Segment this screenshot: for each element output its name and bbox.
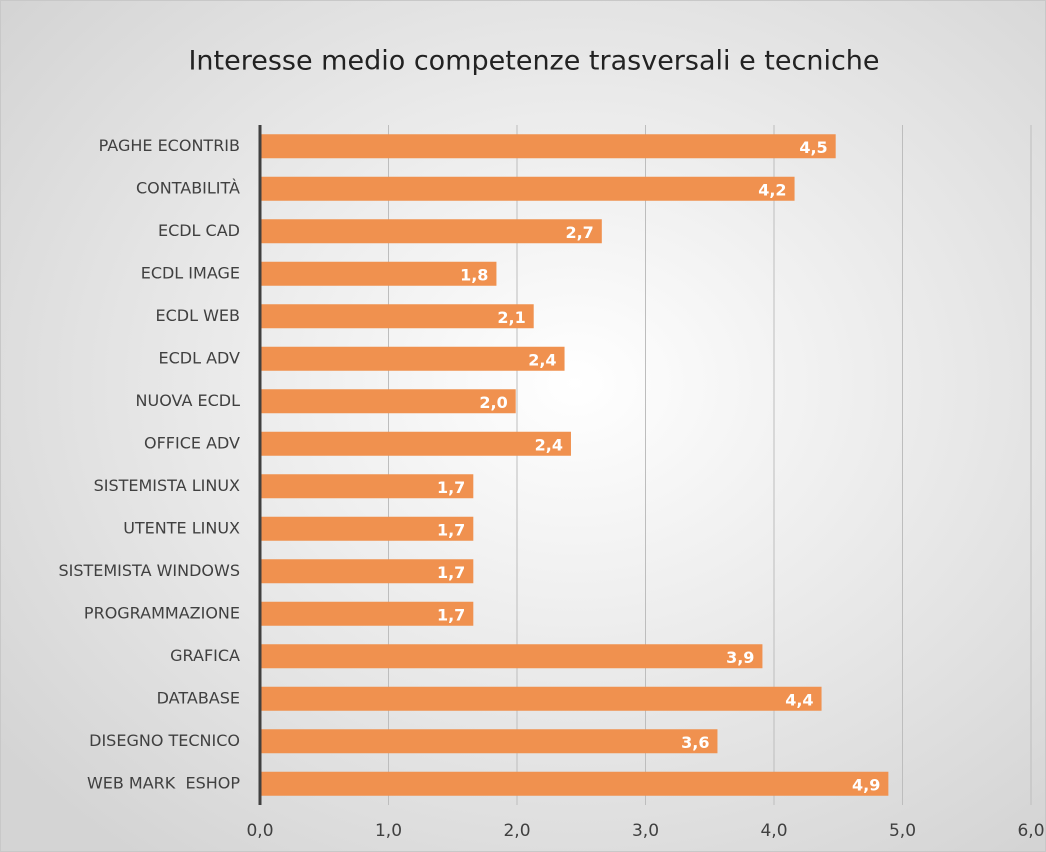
y-tick-label: DISEGNO TECNICO [89, 731, 240, 750]
y-tick-label: GRAFICA [170, 646, 240, 665]
value-label: 2,7 [565, 223, 593, 242]
x-tick-label: 0,0 [246, 821, 273, 841]
value-label: 4,9 [852, 775, 880, 794]
value-label: 2,4 [535, 435, 563, 454]
value-label: 3,9 [726, 648, 754, 667]
y-tick-label: ECDL CAD [158, 221, 240, 240]
y-tick-label: ECDL WEB [155, 306, 240, 325]
bar [260, 516, 474, 541]
y-tick-label: CONTABILITÀ [136, 178, 240, 197]
x-tick-label: 6,0 [1017, 821, 1044, 841]
bar [260, 686, 822, 711]
value-label: 4,2 [758, 180, 786, 199]
bar [260, 176, 795, 201]
bar [260, 729, 718, 754]
value-label: 4,4 [785, 690, 813, 709]
y-tick-label: OFFICE ADV [144, 433, 240, 452]
x-tick-label: 4,0 [760, 821, 787, 841]
bar [260, 261, 497, 286]
x-tick-label: 2,0 [503, 821, 530, 841]
value-label: 2,0 [479, 393, 507, 412]
value-label: 1,7 [437, 520, 465, 539]
y-tick-label: DATABASE [157, 688, 240, 707]
chart-title: Interesse medio competenze trasversali e… [188, 46, 879, 77]
value-label: 3,6 [681, 733, 709, 752]
bar [260, 601, 474, 626]
bar [260, 304, 534, 329]
y-tick-label: ECDL ADV [158, 348, 240, 367]
x-tick-label: 3,0 [632, 821, 659, 841]
bar [260, 431, 571, 456]
y-tick-label: SISTEMISTA LINUX [94, 476, 240, 495]
bar [260, 644, 763, 669]
x-tick-label: 1,0 [375, 821, 402, 841]
y-tick-label: ECDL IMAGE [141, 263, 240, 282]
bar [260, 389, 516, 414]
value-label: 4,5 [799, 138, 827, 157]
value-label: 2,4 [528, 350, 556, 369]
bar [260, 474, 474, 499]
y-tick-label: WEB MARK ESHOP [87, 773, 240, 792]
y-tick-label: NUOVA ECDL [136, 391, 241, 410]
bar [260, 134, 836, 159]
bar [260, 559, 474, 584]
bar [260, 219, 602, 244]
bar [260, 346, 565, 371]
value-label: 2,1 [497, 308, 525, 327]
y-tick-label: UTENTE LINUX [123, 518, 240, 537]
x-tick-label: 5,0 [889, 821, 916, 841]
value-label: 1,8 [460, 265, 488, 284]
value-label: 1,7 [437, 605, 465, 624]
value-label: 1,7 [437, 563, 465, 582]
value-label: 1,7 [437, 478, 465, 497]
y-tick-label: PAGHE ECONTRIB [99, 136, 240, 155]
bar [260, 771, 889, 796]
y-tick-label: PROGRAMMAZIONE [84, 603, 240, 622]
y-tick-label: SISTEMISTA WINDOWS [58, 561, 240, 580]
